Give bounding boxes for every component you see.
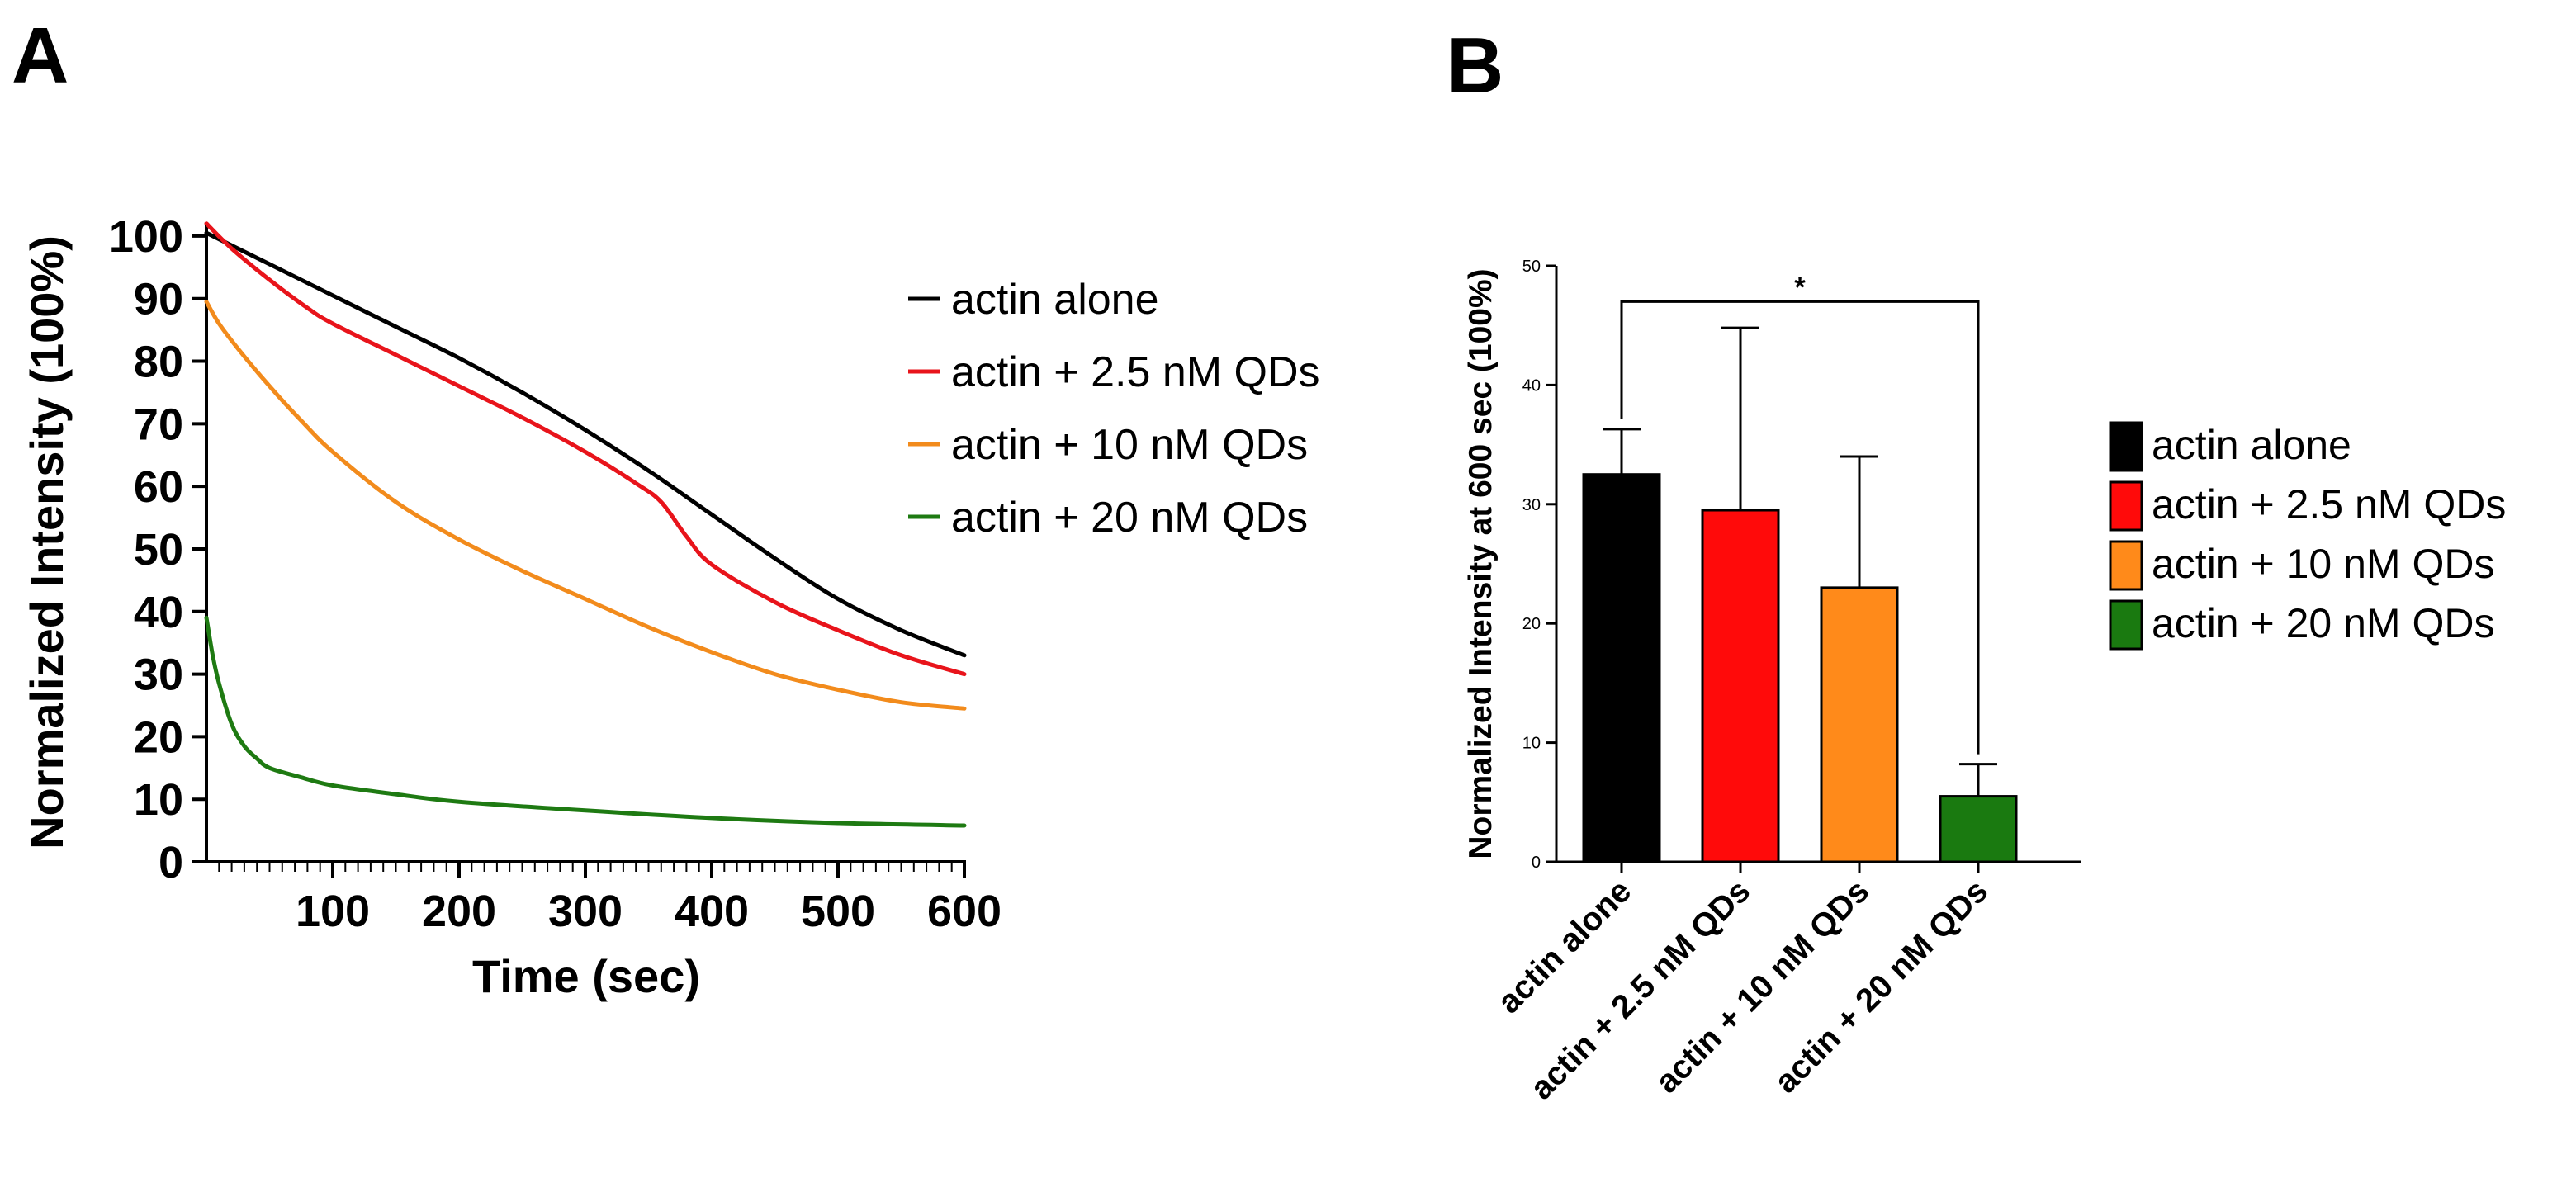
- x-tick-label: 400: [675, 887, 749, 936]
- panel-b-label: B: [1447, 21, 1503, 110]
- y-tick-label: 100: [109, 212, 183, 262]
- y-tick-label: 40: [1522, 376, 1541, 395]
- y-tick-label: 90: [134, 275, 183, 324]
- x-tick-label: 100: [296, 887, 370, 936]
- x-tick-label: actin + 20 nM QDs: [1768, 873, 1996, 1100]
- legend-swatch: [2109, 421, 2143, 472]
- bar: [1701, 509, 1780, 863]
- legend-swatch: [2109, 540, 2143, 591]
- legend-label: actin + 20 nM QDs: [2152, 600, 2494, 646]
- x-tick-label: 600: [927, 887, 1002, 936]
- legend-swatch: [2109, 599, 2143, 651]
- legend-label: actin + 20 nM QDs: [951, 494, 1308, 542]
- line-chart-panel-a: 0 10 20 30 40 50 60 70 80 90 100 100 200 300 400 500 60…: [21, 212, 1320, 1002]
- legend-label: actin + 2.5 nM QDs: [2152, 481, 2506, 527]
- y-tick-label: 0: [1532, 854, 1541, 872]
- y-axis-title: Normalized Intensity (100%): [21, 235, 73, 849]
- legend-swatch: [2109, 480, 2143, 532]
- bar: [1582, 473, 1661, 863]
- y-tick-label: 50: [134, 525, 183, 575]
- y-tick-label: 50: [1522, 258, 1541, 276]
- series-line-3: [204, 615, 967, 828]
- legend-label: actin alone: [2152, 422, 2351, 468]
- significance-label: *: [1794, 272, 1806, 303]
- x-tick-label: 300: [548, 887, 623, 936]
- y-tick-label: 0: [159, 838, 183, 887]
- bar: [1820, 586, 1899, 863]
- series-line-2: [204, 300, 967, 711]
- significance-bracket: [1620, 300, 1980, 755]
- y-tick-label: 10: [134, 775, 183, 825]
- y-tick-label: 20: [134, 712, 183, 762]
- x-tick-label: 200: [422, 887, 496, 936]
- y-tick-label: 10: [1522, 735, 1541, 753]
- y-tick-label: 70: [134, 400, 183, 449]
- y-tick-label: 60: [134, 462, 183, 512]
- y-tick-label: 20: [1522, 615, 1541, 633]
- legend-label: actin + 10 nM QDs: [951, 421, 1308, 469]
- panel-a-label: A: [12, 12, 69, 100]
- y-axis-title: Normalized Intensity at 600 sec (100%): [1463, 268, 1499, 859]
- x-tick-label: actin + 2.5 nM QDs: [1523, 873, 1757, 1106]
- series-line-0: [204, 230, 967, 658]
- y-tick-label: 30: [134, 651, 183, 700]
- bar-chart-panel-b: 0 10 20 30 40 50 actin alone actin + 2.5 nM QD…: [1463, 258, 2506, 1107]
- x-axis-title: Time (sec): [472, 950, 700, 1002]
- y-tick-label: 40: [134, 588, 183, 637]
- y-tick-label: 80: [134, 338, 183, 387]
- y-tick-label: 30: [1522, 496, 1541, 514]
- legend-label: actin + 10 nM QDs: [2152, 541, 2494, 587]
- bar: [1939, 795, 2018, 863]
- x-tick-label: 500: [801, 887, 875, 936]
- x-tick-label: actin + 10 nM QDs: [1649, 873, 1877, 1100]
- legend-label: actin alone: [951, 276, 1159, 324]
- legend-label: actin + 2.5 nM QDs: [951, 348, 1320, 396]
- series-line-1: [204, 221, 967, 677]
